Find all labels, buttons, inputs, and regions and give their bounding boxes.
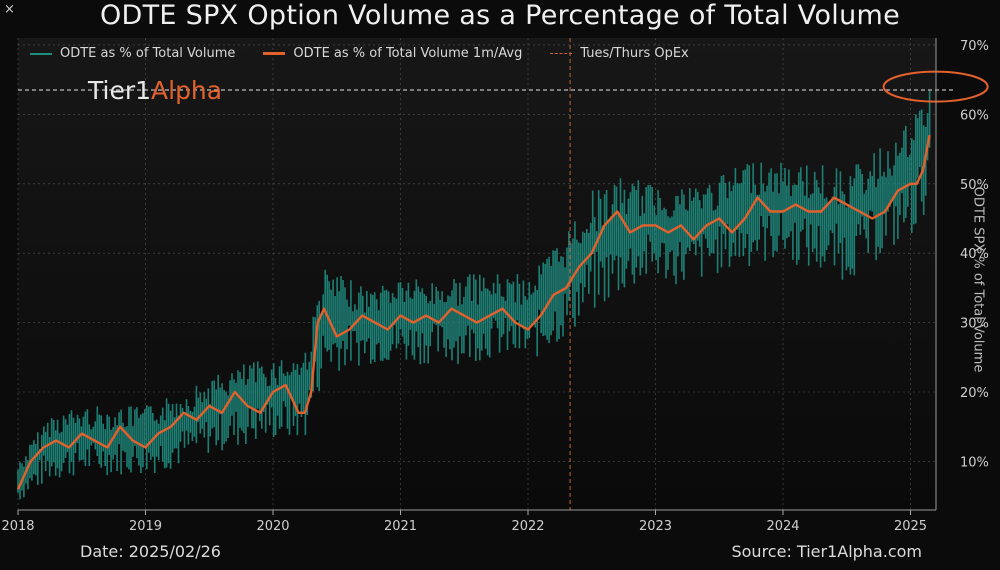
close-icon[interactable]: × (4, 2, 15, 17)
x-tick-label: 2019 (129, 519, 162, 534)
chart-title: ODTE SPX Option Volume as a Percentage o… (99, 0, 901, 31)
y-tick-label: 20% (960, 386, 989, 401)
date-label: Date: 2025/02/26 (80, 542, 221, 561)
brand-logo: Tier1Alpha (88, 76, 222, 105)
y-tick-label: 30% (960, 317, 989, 332)
legend-label-avg: ODTE as % of Total Volume 1m/Avg (293, 46, 523, 61)
legend-swatch-daily (30, 52, 52, 55)
avg-series-line (16, 134, 931, 490)
legend-label-opex: Tues/Thurs OpEx (580, 46, 689, 61)
source-label: Source: Tier1Alpha.com (731, 542, 922, 561)
legend-item-daily: ODTE as % of Total Volume (30, 46, 235, 61)
x-tick-label: 2022 (511, 519, 544, 534)
brand-part2: Alpha (151, 76, 223, 105)
x-tick-label: 2025 (894, 519, 927, 534)
y-tick-label: 40% (960, 247, 989, 262)
y-tick-label: 10% (960, 455, 989, 470)
x-tick-label: 2021 (384, 519, 417, 534)
legend-label-daily: ODTE as % of Total Volume (60, 46, 236, 61)
legend-item-opex: Tues/Thurs OpEx (550, 46, 689, 61)
x-tick-label: 2024 (766, 519, 799, 534)
brand-part1: Tier1 (88, 76, 152, 105)
y-tick-label: 60% (960, 108, 989, 123)
plot-area (18, 38, 936, 510)
x-tick-label: 2023 (639, 519, 672, 534)
x-tick-label: 2020 (256, 519, 289, 534)
y-axis-label: ODTE SPX % of Total Volume (970, 186, 986, 373)
x-tick-label: 2018 (1, 519, 34, 534)
legend-swatch-avg (263, 52, 286, 55)
legend: ODTE as % of Total Volume ODTE as % of T… (30, 46, 717, 61)
legend-item-avg: ODTE as % of Total Volume 1m/Avg (263, 46, 522, 61)
y-tick-label: 70% (960, 39, 989, 54)
legend-swatch-opex (550, 53, 573, 54)
y-tick-label: 50% (960, 178, 989, 193)
